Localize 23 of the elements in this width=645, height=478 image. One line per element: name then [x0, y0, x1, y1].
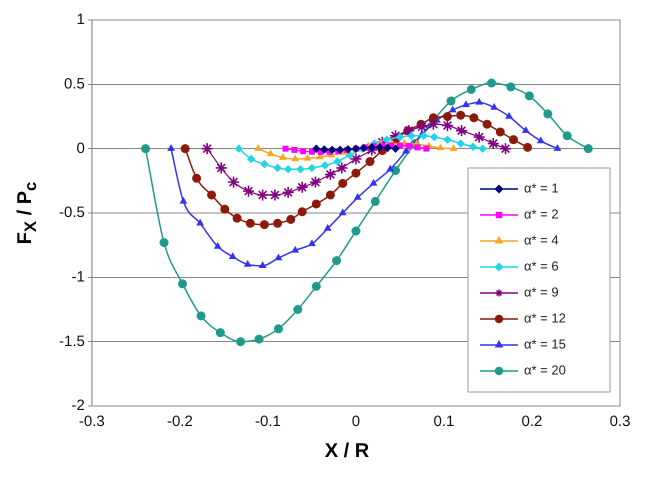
x-tick-label: 0.3 — [610, 413, 630, 430]
x-tick-label: -0.2 — [166, 413, 193, 430]
legend-label: α* = 6 — [524, 258, 559, 274]
x-tick-label: -0.1 — [254, 413, 281, 430]
x-tick-label: 0.1 — [434, 413, 454, 430]
y-tick-label: 0 — [76, 140, 85, 157]
legend-label: α* = 20 — [524, 362, 566, 378]
x-tick-label: -0.3 — [78, 413, 105, 430]
legend-label: α* = 2 — [524, 206, 559, 222]
legend-label: α* = 1 — [524, 180, 559, 196]
x-axis-title: X / R — [324, 440, 370, 463]
y-tick-label: 0.5 — [64, 75, 85, 92]
y-tick-label: 1 — [76, 11, 85, 28]
legend-label: α* = 4 — [524, 232, 559, 248]
y-tick-label: -1.5 — [58, 332, 85, 350]
legend-label: α* = 15 — [524, 336, 566, 352]
legend-label: α* = 9 — [524, 284, 559, 300]
y-tick-label: -1 — [72, 268, 85, 286]
legend-label: α* = 12 — [524, 310, 566, 326]
x-tick-label: 0.2 — [522, 413, 542, 430]
y-tick-label: -2 — [72, 397, 85, 414]
y-tick-label: -0.5 — [58, 204, 85, 222]
x-tick-label: 0 — [352, 413, 360, 430]
